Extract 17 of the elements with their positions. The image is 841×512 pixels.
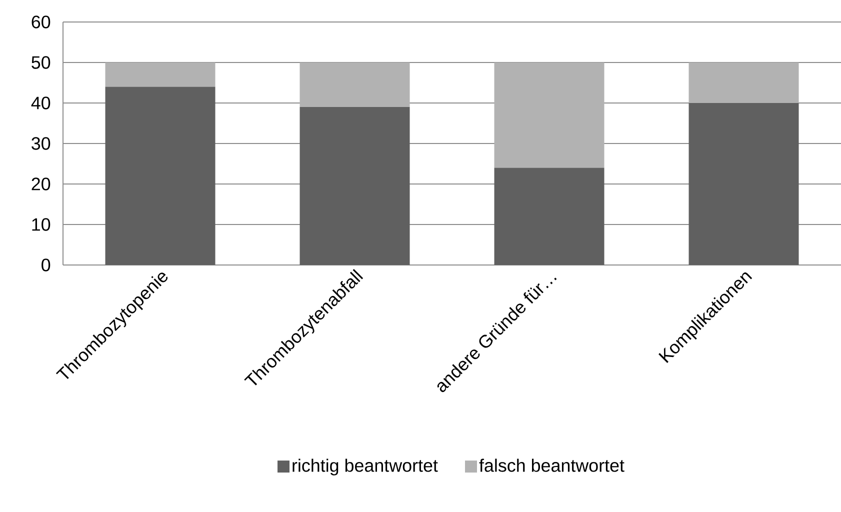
bar bbox=[688, 102, 799, 265]
y-tick-label: 40 bbox=[31, 96, 50, 110]
bar bbox=[300, 62, 410, 108]
legend-label: falsch beantwortet bbox=[479, 458, 624, 472]
legend-label: richtig beantwortet bbox=[292, 458, 438, 476]
bar bbox=[105, 86, 216, 265]
y-tick-label: 10 bbox=[32, 218, 50, 231]
y-tick-label: 20 bbox=[32, 178, 50, 190]
bar bbox=[494, 168, 604, 265]
bar bbox=[494, 62, 604, 168]
y-tick-label: 60 bbox=[32, 16, 50, 28]
bar bbox=[688, 62, 799, 103]
bar bbox=[300, 107, 410, 265]
y-tick-label: 50 bbox=[32, 56, 50, 69]
bar bbox=[105, 62, 216, 87]
y-tick-label: 0 bbox=[42, 258, 50, 272]
y-tick-label: 30 bbox=[32, 137, 50, 150]
